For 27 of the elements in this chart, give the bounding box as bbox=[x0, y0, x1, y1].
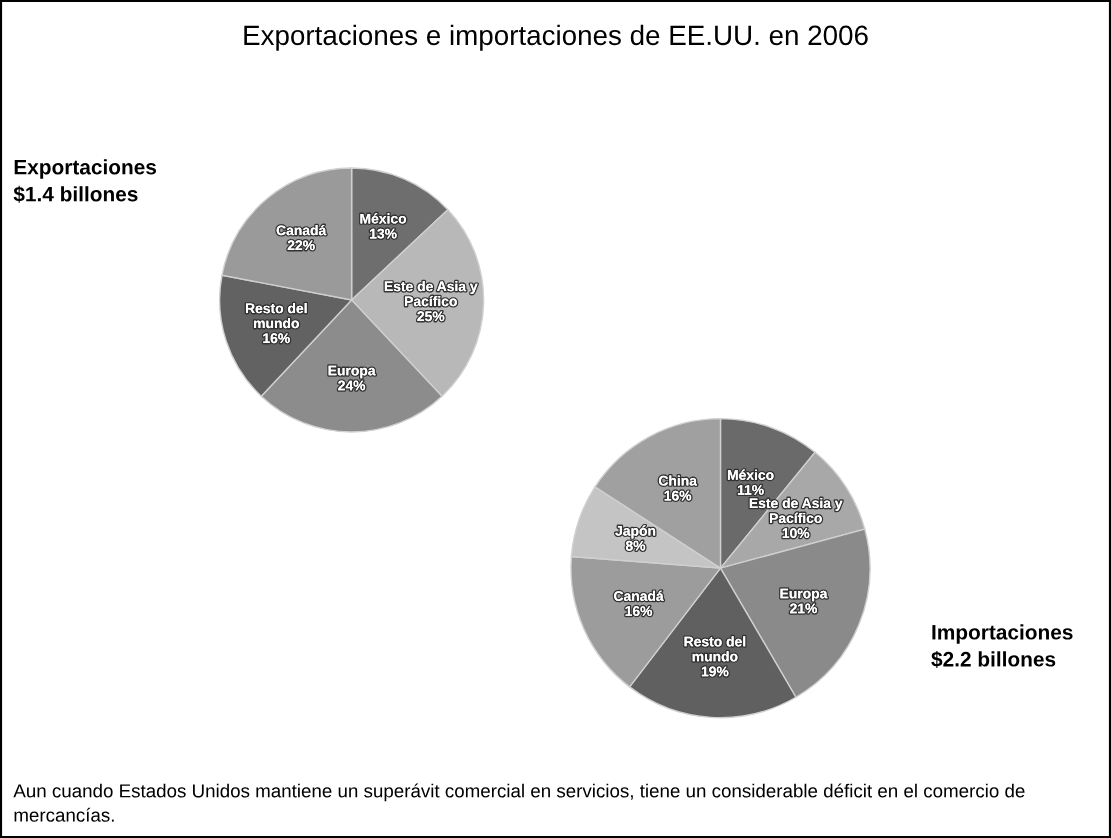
slice-label: Resto del mundo bbox=[245, 303, 307, 329]
slice-label: México bbox=[727, 469, 774, 480]
slice-label: Canadá bbox=[614, 590, 664, 601]
slice-label: Resto del mundo bbox=[684, 636, 746, 662]
data-label: 13% bbox=[370, 228, 397, 239]
text: Exportaciones e importaciones de EE.UU. en 2006 bbox=[244, 24, 868, 51]
slice-label: China bbox=[658, 475, 698, 486]
data-label: 8% bbox=[625, 540, 646, 551]
data-label: 21% bbox=[790, 603, 818, 614]
data-label: 25% bbox=[417, 311, 445, 322]
data-label: 11% bbox=[737, 485, 764, 495]
slice-label: Japón bbox=[615, 525, 656, 539]
slice-label: Europa bbox=[780, 588, 828, 602]
slice-label: Canadá bbox=[276, 224, 327, 236]
data-label: 24% bbox=[338, 380, 366, 391]
text: Aun cuando Estados Unidos mantiene un superávit comercial en servicios, tiene un considerable déficit en el comercio de mercancías. bbox=[13, 783, 1025, 822]
slice-label: Europa bbox=[328, 365, 376, 379]
data-label: 16% bbox=[263, 333, 290, 344]
text: Importaciones $2.2 billones bbox=[931, 624, 1073, 668]
data-label: 22% bbox=[287, 240, 315, 251]
data-label: 16% bbox=[625, 606, 653, 616]
slice-label: Este de Asia y Pacífico bbox=[384, 281, 478, 307]
data-label: 16% bbox=[664, 490, 692, 501]
data-label: 10% bbox=[782, 528, 810, 539]
text: Exportaciones $1.4 billones bbox=[13, 159, 157, 203]
data-label: 19% bbox=[701, 666, 729, 677]
slice-label: México bbox=[360, 213, 407, 224]
